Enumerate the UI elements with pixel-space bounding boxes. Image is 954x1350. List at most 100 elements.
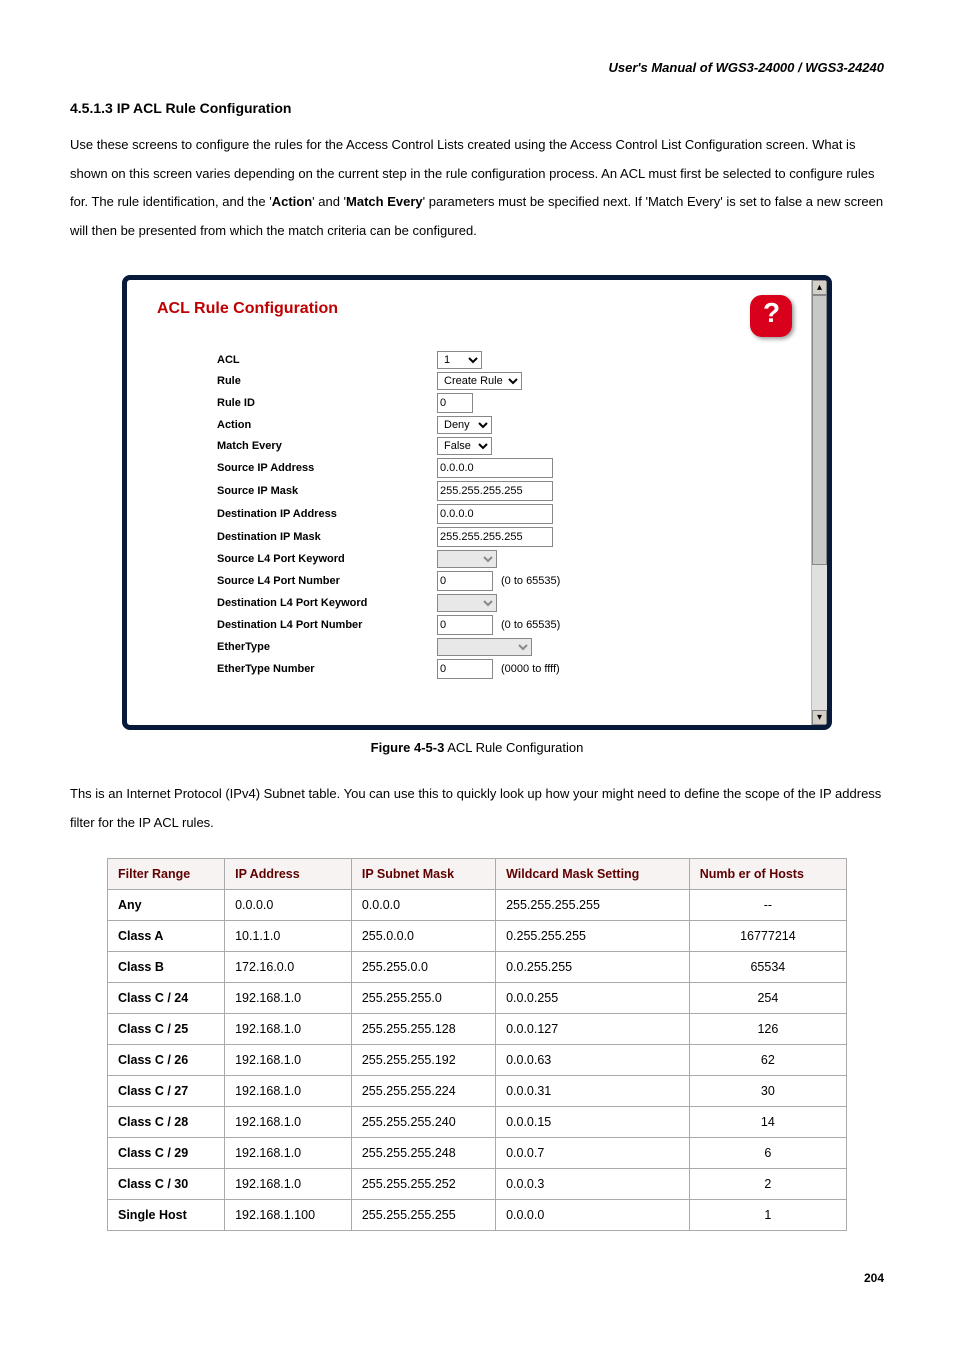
form-select[interactable] [437, 638, 532, 656]
form-input[interactable] [437, 458, 553, 478]
table-cell: 0.0.0.31 [496, 1075, 690, 1106]
form-select[interactable]: Create Rule [437, 372, 522, 390]
table-cell: 192.168.1.0 [225, 1137, 352, 1168]
figure-text: ACL Rule Configuration [444, 740, 583, 755]
table-cell: Class C / 24 [108, 982, 225, 1013]
form-row: Source IP Mask [157, 481, 797, 501]
table-row: Class C / 24192.168.1.0255.255.255.00.0.… [108, 982, 847, 1013]
table-cell: 0.0.255.255 [496, 951, 690, 982]
form-input[interactable] [437, 393, 473, 413]
form-input[interactable] [437, 504, 553, 524]
form-select[interactable] [437, 594, 497, 612]
form-hint: (0 to 65535) [501, 619, 560, 631]
table-row: Single Host192.168.1.100255.255.255.2550… [108, 1199, 847, 1230]
form-row: Match EveryFalse [157, 437, 797, 455]
table-cell: Any [108, 889, 225, 920]
table-cell: 192.168.1.100 [225, 1199, 352, 1230]
form-hint: (0 to 65535) [501, 575, 560, 587]
table-cell: 0.255.255.255 [496, 920, 690, 951]
section-paragraph: Use these screens to configure the rules… [70, 131, 884, 245]
acl-config-screenshot: ACL Rule Configuration ACL1RuleCreate Ru… [122, 275, 832, 730]
form-label: Source IP Address [217, 462, 437, 474]
form-row: Source L4 Port Number (0 to 65535) [157, 571, 797, 591]
figure-caption: Figure 4-5-3 ACL Rule Configuration [70, 740, 884, 755]
config-panel-title: ACL Rule Configuration [157, 300, 338, 318]
table-row: Any0.0.0.00.0.0.0255.255.255.255-- [108, 889, 847, 920]
table-cell: 172.16.0.0 [225, 951, 352, 982]
table-row: Class A10.1.1.0255.0.0.00.255.255.255167… [108, 920, 847, 951]
form-input[interactable] [437, 615, 493, 635]
table-cell: Class A [108, 920, 225, 951]
table-cell: 0.0.0.0 [225, 889, 352, 920]
form-label: Destination L4 Port Number [217, 619, 437, 631]
table-cell: 16777214 [689, 920, 846, 951]
table-cell: Class C / 26 [108, 1044, 225, 1075]
table-row: Class C / 29192.168.1.0255.255.255.2480.… [108, 1137, 847, 1168]
table-cell: Class C / 27 [108, 1075, 225, 1106]
table-cell: 1 [689, 1199, 846, 1230]
form-label: Match Every [217, 440, 437, 452]
form-row: ACL1 [157, 351, 797, 369]
form-input[interactable] [437, 571, 493, 591]
table-header: Wildcard Mask Setting [496, 858, 690, 889]
scroll-up-icon[interactable]: ▴ [812, 280, 827, 295]
form-select[interactable]: Deny [437, 416, 492, 434]
table-cell: 192.168.1.0 [225, 1075, 352, 1106]
table-cell: 254 [689, 982, 846, 1013]
form-row: Source L4 Port Keyword [157, 550, 797, 568]
table-row: Class B172.16.0.0255.255.0.00.0.255.2556… [108, 951, 847, 982]
form-select[interactable]: False [437, 437, 492, 455]
form-label: Rule ID [217, 397, 437, 409]
table-cell: 62 [689, 1044, 846, 1075]
table-cell: 0.0.0.255 [496, 982, 690, 1013]
form-row: ActionDeny [157, 416, 797, 434]
scrollbar[interactable]: ▴ ▾ [811, 280, 827, 725]
table-cell: 0.0.0.0 [351, 889, 495, 920]
form-hint: (0000 to ffff) [501, 663, 560, 675]
table-cell: 255.255.0.0 [351, 951, 495, 982]
table-row: Class C / 25192.168.1.0255.255.255.1280.… [108, 1013, 847, 1044]
help-icon[interactable] [750, 295, 792, 337]
manual-header: User's Manual of WGS3-24000 / WGS3-24240 [70, 60, 884, 75]
form-input[interactable] [437, 527, 553, 547]
table-cell: 0.0.0.15 [496, 1106, 690, 1137]
table-cell: 192.168.1.0 [225, 1013, 352, 1044]
form-label: Source L4 Port Keyword [217, 553, 437, 565]
table-cell: Class C / 30 [108, 1168, 225, 1199]
table-cell: 126 [689, 1013, 846, 1044]
table-cell: 255.255.255.255 [496, 889, 690, 920]
table-cell: 255.0.0.0 [351, 920, 495, 951]
table-cell: 255.255.255.248 [351, 1137, 495, 1168]
table-cell: 192.168.1.0 [225, 1044, 352, 1075]
form-row: Destination IP Mask [157, 527, 797, 547]
table-cell: 0.0.0.7 [496, 1137, 690, 1168]
page-number: 204 [70, 1271, 884, 1285]
form-label: EtherType Number [217, 663, 437, 675]
form-label: Destination L4 Port Keyword [217, 597, 437, 609]
form-row: EtherType [157, 638, 797, 656]
form-select[interactable]: 1 [437, 351, 482, 369]
form-row: Rule ID [157, 393, 797, 413]
table-cell: 6 [689, 1137, 846, 1168]
subnet-table: Filter RangeIP AddressIP Subnet MaskWild… [107, 858, 847, 1231]
form-row: Destination IP Address [157, 504, 797, 524]
form-select[interactable] [437, 550, 497, 568]
form-label: ACL [217, 354, 437, 366]
table-cell: 192.168.1.0 [225, 982, 352, 1013]
paragraph-2: Ths is an Internet Protocol (IPv4) Subne… [70, 780, 884, 837]
form-row: EtherType Number (0000 to ffff) [157, 659, 797, 679]
table-cell: Class B [108, 951, 225, 982]
table-header: Numb er of Hosts [689, 858, 846, 889]
table-cell: 255.255.255.240 [351, 1106, 495, 1137]
table-cell: 65534 [689, 951, 846, 982]
table-cell: -- [689, 889, 846, 920]
table-row: Class C / 27192.168.1.0255.255.255.2240.… [108, 1075, 847, 1106]
form-label: Source L4 Port Number [217, 575, 437, 587]
form-input[interactable] [437, 481, 553, 501]
table-cell: 255.255.255.224 [351, 1075, 495, 1106]
scroll-down-icon[interactable]: ▾ [812, 710, 827, 725]
form-input[interactable] [437, 659, 493, 679]
section-title: 4.5.1.3 IP ACL Rule Configuration [70, 100, 884, 116]
scroll-thumb[interactable] [812, 295, 827, 565]
table-row: Class C / 28192.168.1.0255.255.255.2400.… [108, 1106, 847, 1137]
